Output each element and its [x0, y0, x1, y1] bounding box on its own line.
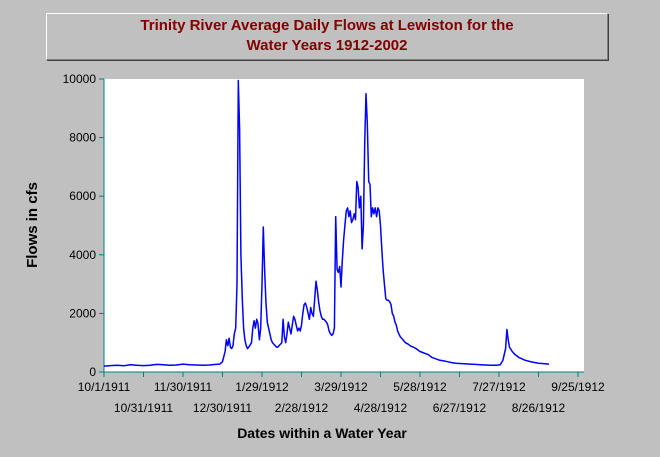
x-tick-label: 5/28/1912 [393, 380, 447, 394]
x-tick-label: 3/29/1912 [314, 380, 368, 394]
y-tick-label: 2000 [69, 306, 96, 320]
x-tick-label: 4/28/1912 [354, 401, 408, 415]
x-tick-label: 12/30/1911 [193, 401, 252, 415]
y-tick-label: 0 [89, 365, 96, 379]
plot-area [104, 79, 584, 372]
chart-title-box: Trinity River Average Daily Flows at Lew… [46, 13, 608, 60]
x-tick-label: 7/27/1912 [472, 380, 526, 394]
chart-title-line1: Trinity River Average Daily Flows at Lew… [140, 17, 514, 34]
y-tick-label: 4000 [69, 248, 96, 262]
chart-title-line2: Water Years 1912-2002 [246, 37, 408, 54]
x-axis-label: Dates within a Water Year [237, 425, 407, 441]
x-tick-label: 6/27/1912 [433, 401, 487, 415]
y-tick-label: 8000 [69, 131, 96, 145]
x-tick-label: 11/30/1911 [154, 380, 213, 394]
x-tick-label: 1/29/1912 [235, 380, 289, 394]
x-tick-label: 10/1/1911 [78, 380, 131, 394]
y-tick-label: 10000 [63, 72, 97, 86]
x-tick-label: 8/26/1912 [512, 401, 566, 415]
x-tick-label: 10/31/1911 [114, 401, 173, 415]
x-tick-label: 9/25/1912 [551, 380, 605, 394]
x-tick-label: 2/28/1912 [275, 401, 329, 415]
y-tick-label: 6000 [69, 189, 96, 203]
y-axis-label: Flows in cfs [24, 182, 41, 268]
series-line-flows [103, 79, 550, 367]
